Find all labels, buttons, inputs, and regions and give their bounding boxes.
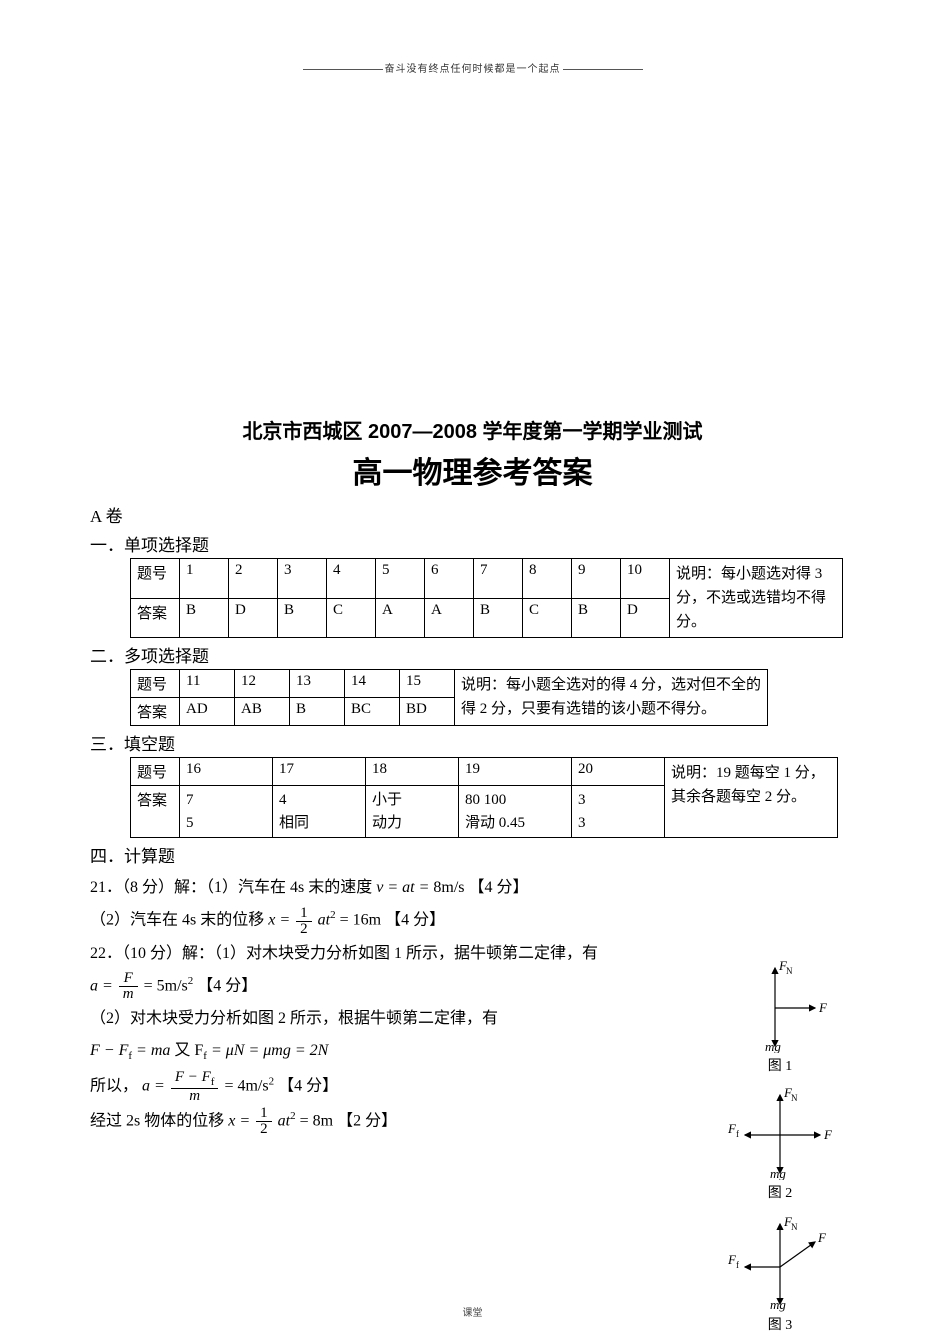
- col-header: 14: [345, 670, 400, 698]
- col-header: 9: [572, 559, 621, 599]
- force-diagrams: F N F mg 图 1 F N F F: [715, 958, 845, 1344]
- figure-1-caption: 图 1: [715, 1055, 845, 1075]
- row-header: 题号: [131, 758, 180, 786]
- answer-cell: 3 3: [572, 786, 665, 838]
- answer-cell: BD: [400, 698, 455, 726]
- answer-cell: B: [290, 698, 345, 726]
- section3-note: 说明：19 题每空 1 分，其余各题每空 2 分。: [665, 758, 838, 838]
- section1-note: 说明：每小题选对得 3 分，不选或选错均不得分。: [670, 559, 843, 638]
- row-header: 题号: [131, 670, 180, 698]
- answer-cell: BC: [345, 698, 400, 726]
- section2-heading: 二．多项选择题: [90, 642, 855, 667]
- svg-text:N: N: [791, 1093, 798, 1103]
- section2-table: 题号 11 12 13 14 15 说明：每小题全选对的得 4 分，选对但不全的…: [130, 669, 768, 726]
- svg-text:f: f: [736, 1260, 739, 1270]
- paper-label: A 卷: [90, 502, 855, 527]
- top-caption: 奋斗没有终点任何时候都是一个起点: [90, 60, 855, 75]
- table-row: 题号 11 12 13 14 15 说明：每小题全选对的得 4 分，选对但不全的…: [131, 670, 768, 698]
- row-header: 答案: [131, 598, 180, 638]
- answer-cell: D: [621, 598, 670, 638]
- row-header: 答案: [131, 786, 180, 838]
- answer-cell: 4 相同: [273, 786, 366, 838]
- answer-cell: AD: [180, 698, 235, 726]
- col-header: 13: [290, 670, 345, 698]
- col-header: 10: [621, 559, 670, 599]
- col-header: 11: [180, 670, 235, 698]
- section3-heading: 三．填空题: [90, 730, 855, 755]
- svg-text:F: F: [823, 1127, 833, 1142]
- q21-line1: 21．（8 分）解：（1）汽车在 4s 末的速度 v = at = 8m/s 【…: [90, 873, 855, 903]
- col-header: 7: [474, 559, 523, 599]
- answer-cell: 7 5: [180, 786, 273, 838]
- section1-heading: 一．单项选择题: [90, 531, 855, 556]
- answer-cell: C: [523, 598, 572, 638]
- col-header: 17: [273, 758, 366, 786]
- col-header: 2: [229, 559, 278, 599]
- col-header: 4: [327, 559, 376, 599]
- col-header: 6: [425, 559, 474, 599]
- answer-cell: B: [278, 598, 327, 638]
- col-header: 1: [180, 559, 229, 599]
- table-row: 题号 16 17 18 19 20 说明：19 题每空 1 分，其余各题每空 2…: [131, 758, 838, 786]
- answer-cell: D: [229, 598, 278, 638]
- col-header: 20: [572, 758, 665, 786]
- col-header: 15: [400, 670, 455, 698]
- section2-note: 说明：每小题全选对的得 4 分，选对但不全的得 2 分，只要有选错的该小题不得分…: [455, 670, 768, 726]
- svg-text:F: F: [818, 1000, 828, 1015]
- col-header: 5: [376, 559, 425, 599]
- q21-line2: （2）汽车在 4s 末的位移 x = 1 2 at2 = 16m 【4 分】: [90, 905, 855, 936]
- subtitle: 北京市西城区 2007—2008 学年度第一学期学业测试: [90, 415, 855, 444]
- figure-2-caption: 图 2: [715, 1182, 845, 1202]
- svg-text:N: N: [791, 1222, 798, 1232]
- figure-2: F N F F f mg 图 2: [715, 1085, 845, 1202]
- svg-text:N: N: [786, 966, 793, 976]
- svg-text:mg: mg: [765, 1039, 781, 1053]
- svg-text:F: F: [817, 1230, 827, 1245]
- figure-1: F N F mg 图 1: [715, 958, 845, 1075]
- col-header: 19: [459, 758, 572, 786]
- answer-cell: B: [474, 598, 523, 638]
- main-title: 高一物理参考答案: [90, 448, 855, 492]
- answer-cell: AB: [235, 698, 290, 726]
- row-header: 题号: [131, 559, 180, 599]
- answer-cell: C: [327, 598, 376, 638]
- col-header: 18: [366, 758, 459, 786]
- answer-cell: 小于 动力: [366, 786, 459, 838]
- answer-cell: B: [572, 598, 621, 638]
- svg-text:mg: mg: [770, 1166, 786, 1180]
- answer-cell: 80 100 滑动 0.45: [459, 786, 572, 838]
- section4-heading: 四．计算题: [90, 842, 855, 867]
- col-header: 12: [235, 670, 290, 698]
- col-header: 8: [523, 559, 572, 599]
- section1-table: 题号 1 2 3 4 5 6 7 8 9 10 说明：每小题选对得 3 分，不选…: [130, 558, 843, 638]
- col-header: 3: [278, 559, 327, 599]
- page: 奋斗没有终点任何时候都是一个起点 北京市西城区 2007—2008 学年度第一学…: [0, 0, 945, 1337]
- row-header: 答案: [131, 698, 180, 726]
- section3-table: 题号 16 17 18 19 20 说明：19 题每空 1 分，其余各题每空 2…: [130, 757, 838, 838]
- table-row: 题号 1 2 3 4 5 6 7 8 9 10 说明：每小题选对得 3 分，不选…: [131, 559, 843, 599]
- col-header: 16: [180, 758, 273, 786]
- footer: 课堂: [0, 1304, 945, 1319]
- svg-text:f: f: [736, 1129, 739, 1139]
- answer-cell: A: [376, 598, 425, 638]
- answer-cell: A: [425, 598, 474, 638]
- answer-cell: B: [180, 598, 229, 638]
